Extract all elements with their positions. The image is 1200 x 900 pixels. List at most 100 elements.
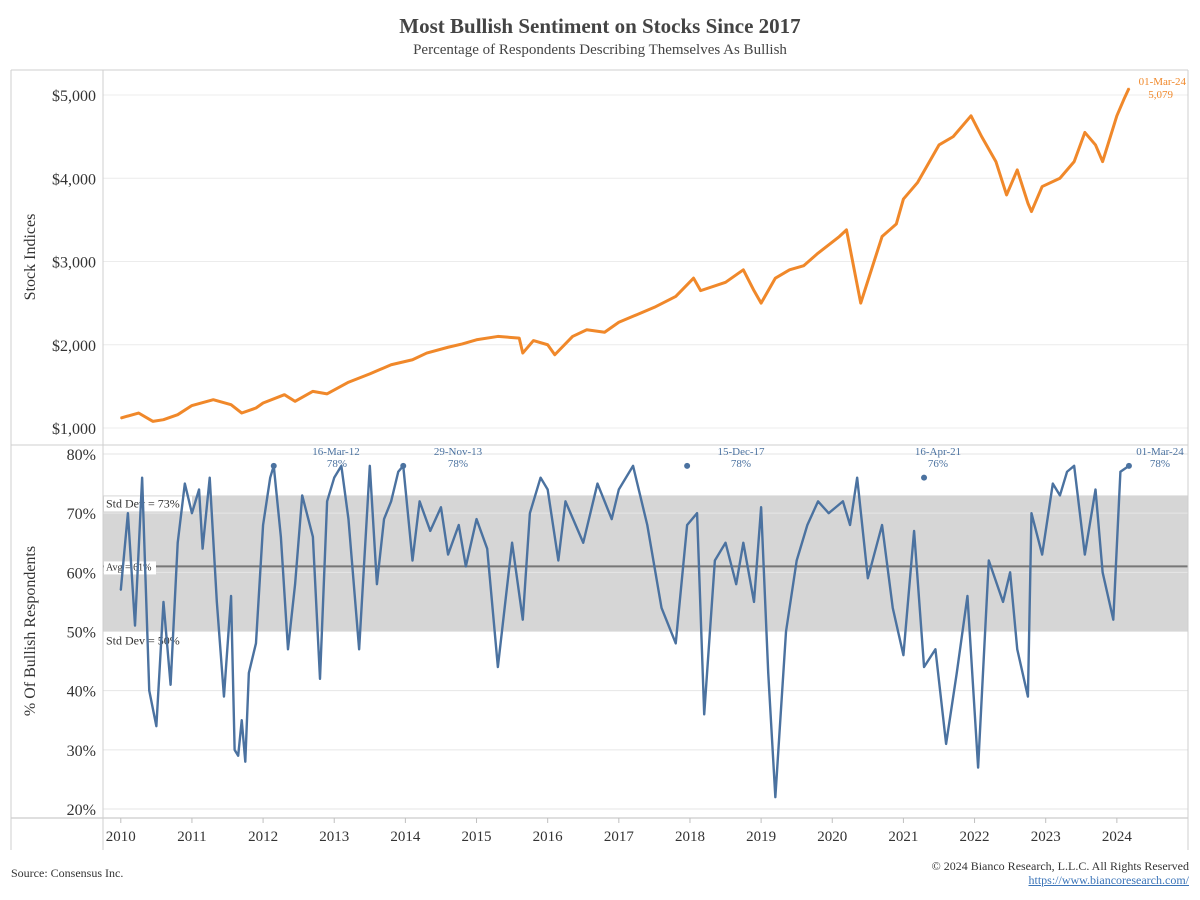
sentiment-point xyxy=(856,476,858,479)
sentiment-point xyxy=(319,678,321,680)
band-label-box xyxy=(104,496,192,512)
sentiment-point xyxy=(1094,488,1097,491)
sentiment-panel: 20% 30% 40% 50% 60% 70% 80% % Of Bullish Respon… xyxy=(22,446,1188,845)
sentiment-point xyxy=(230,595,232,597)
x-tick-label: 2011 xyxy=(177,829,206,845)
stock-point xyxy=(618,321,620,324)
sentiment-y-tick-label: 80% xyxy=(67,447,96,464)
sentiment-point xyxy=(191,512,193,514)
x-tick-label: 2010 xyxy=(106,829,136,845)
stock-annotation-value: 5,079 xyxy=(1148,89,1173,101)
stock-point xyxy=(152,420,154,423)
x-tick-label: 2018 xyxy=(675,829,705,845)
sentiment-point xyxy=(233,749,236,751)
stock-y-axis-label: Stock Indices xyxy=(22,214,39,301)
stock-point xyxy=(859,302,862,304)
sentiment-point xyxy=(127,512,129,514)
sentiment-point xyxy=(646,524,649,526)
stock-point xyxy=(1005,194,1008,196)
stock-point xyxy=(212,398,215,401)
stock-point xyxy=(753,289,755,292)
sentiment-point xyxy=(287,648,289,651)
sentiment-point xyxy=(849,524,851,526)
sentiment-point xyxy=(703,713,705,716)
peak-annotation-value: 78% xyxy=(1150,458,1170,470)
sentiment-y-axis-label: % Of Bullish Respondents xyxy=(22,546,39,716)
sentiment-point xyxy=(934,648,937,651)
sentiment-point xyxy=(347,518,350,520)
sentiment-point xyxy=(610,518,613,520)
stock-point xyxy=(742,269,745,271)
peak-annotation-value: 78% xyxy=(731,458,751,470)
stock-point xyxy=(347,381,350,384)
sentiment-point xyxy=(198,488,200,491)
stock-point xyxy=(518,337,521,339)
stock-point xyxy=(724,281,727,284)
peak-marker xyxy=(400,462,407,469)
sentiment-point xyxy=(564,500,567,503)
sentiment-point xyxy=(987,559,990,562)
sentiment-point xyxy=(237,754,239,757)
stock-point xyxy=(1016,169,1019,171)
stock-point xyxy=(1027,202,1029,205)
stock-point xyxy=(390,363,392,366)
stock-point xyxy=(895,223,898,225)
stock-point xyxy=(788,269,791,271)
sentiment-point xyxy=(966,595,969,597)
sentiment-point xyxy=(294,583,296,585)
sentiment-point xyxy=(1052,482,1054,485)
sentiment-point xyxy=(176,541,179,544)
sentiment-point xyxy=(358,648,360,651)
sentiment-point xyxy=(269,476,271,479)
sentiment-point xyxy=(795,559,798,562)
sentiment-point xyxy=(148,689,151,692)
sentiment-point xyxy=(223,695,225,698)
website-link[interactable]: https://www.biancoresearch.com/ xyxy=(1028,873,1189,887)
sentiment-point xyxy=(280,536,282,538)
sentiment-point xyxy=(134,624,136,627)
stock-point xyxy=(425,352,428,354)
stock-point xyxy=(980,135,983,138)
x-tick-label: 2020 xyxy=(817,829,847,845)
sentiment-point xyxy=(208,476,211,479)
stock-index-line xyxy=(120,87,1131,423)
stock-point xyxy=(521,352,524,354)
stock-point xyxy=(137,412,140,414)
x-tick-label: 2013 xyxy=(319,829,349,845)
sentiment-point xyxy=(714,559,716,562)
sentiment-point xyxy=(201,547,204,550)
stock-point xyxy=(838,235,841,238)
stock-point xyxy=(1030,210,1033,213)
stock-point xyxy=(1101,160,1104,163)
stock-point xyxy=(553,353,556,356)
sentiment-point xyxy=(333,476,336,479)
sentiment-point xyxy=(881,524,883,526)
sentiment-point xyxy=(955,672,958,674)
sentiment-point xyxy=(465,565,467,568)
sentiment-point xyxy=(440,506,442,509)
sentiment-point xyxy=(262,524,264,526)
sentiment-point xyxy=(867,577,869,580)
sentiment-point xyxy=(1066,470,1068,473)
stock-point xyxy=(817,252,819,254)
stock-point xyxy=(461,343,464,345)
chart-subtitle: Percentage of Respondents Describing The… xyxy=(413,42,787,58)
x-tick-label: 2021 xyxy=(888,829,918,845)
x-tick-label: 2019 xyxy=(746,829,776,845)
sentiment-point xyxy=(660,607,663,609)
sentiment-point xyxy=(1009,571,1011,574)
sentiment-point xyxy=(244,760,247,763)
peak-annotation-value: 78% xyxy=(448,458,468,470)
sentiment-point xyxy=(383,518,385,520)
stock-point xyxy=(571,335,574,338)
stock-point xyxy=(497,335,499,338)
sentiment-point xyxy=(429,530,432,532)
peak-marker xyxy=(921,474,928,481)
x-tick-label: 2012 xyxy=(248,829,278,845)
peak-annotation-date: 16-Apr-21 xyxy=(915,446,961,458)
sentiment-point xyxy=(806,524,809,526)
stock-point xyxy=(369,373,371,375)
sentiment-point xyxy=(835,506,837,509)
sentiment-point xyxy=(475,518,478,520)
sentiment-point xyxy=(902,654,905,656)
